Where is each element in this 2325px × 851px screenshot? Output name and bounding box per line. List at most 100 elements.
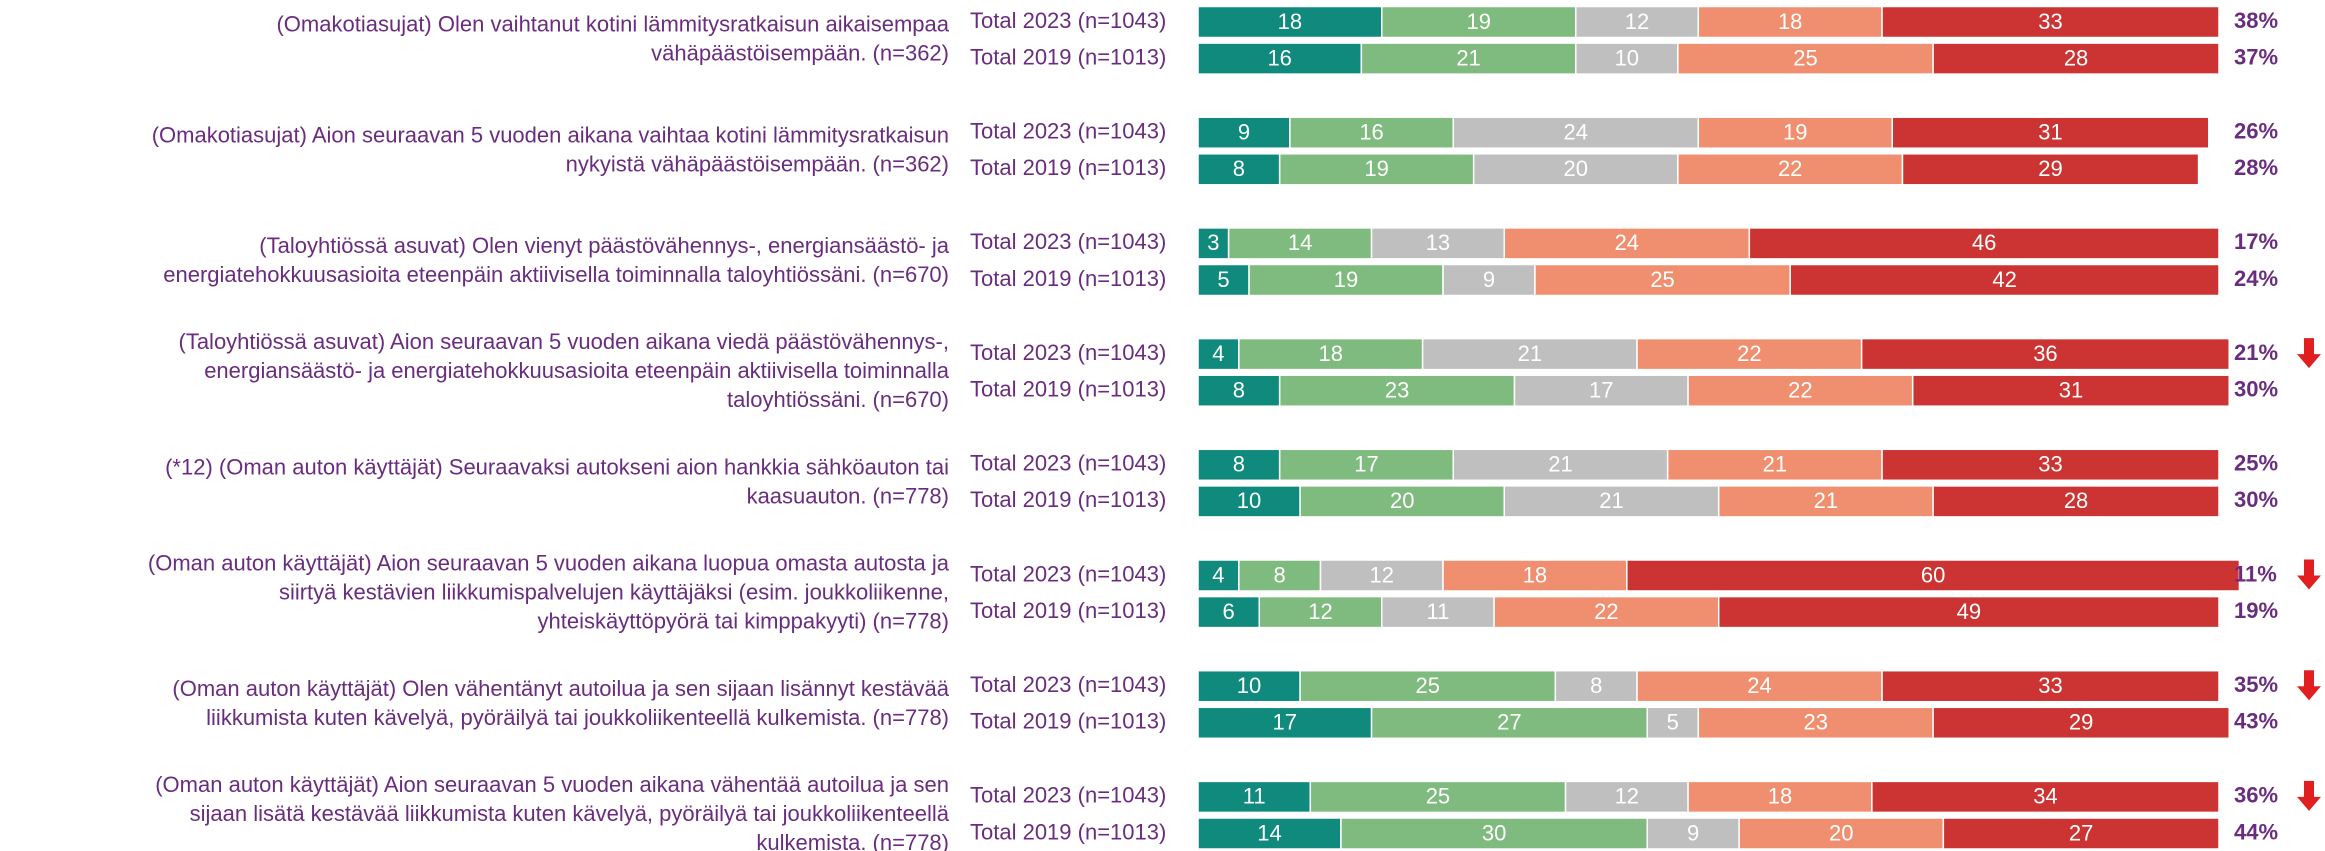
- segment-label: 25: [1793, 45, 1817, 70]
- row-label: Total 2023 (n=1043): [970, 783, 1166, 808]
- question-label: energiatehokkuusasioita eteenpäin aktiiv…: [163, 262, 949, 287]
- segment-label: 29: [2069, 710, 2093, 735]
- segment-label: 23: [1803, 710, 1827, 735]
- bar-segment: [1197, 448, 1281, 482]
- segment-label: 49: [1957, 599, 1981, 624]
- bar-segment: [1748, 227, 2220, 260]
- bar-segment: [1370, 227, 1506, 260]
- segment-label: 33: [2038, 673, 2062, 698]
- decline-arrow: [2297, 338, 2321, 369]
- question-label: kaasuauton. (n=778): [747, 483, 949, 508]
- segment-label: 11: [1427, 599, 1450, 624]
- bar-segment: [1687, 780, 1873, 814]
- bar-segment: [1197, 227, 1230, 260]
- question-label: energiansäästö- ja energiatehokkuusasioi…: [204, 358, 950, 383]
- bar-segment: [1493, 595, 1720, 629]
- segment-label: 4: [1212, 341, 1224, 366]
- bar-segment: [1942, 817, 2220, 850]
- bar-segment: [1575, 5, 1700, 39]
- bar-segment: [1299, 669, 1557, 703]
- row-label: Total 2023 (n=1043): [970, 451, 1166, 476]
- bar-segment: [1932, 42, 2220, 75]
- bar-segment: [1717, 595, 2220, 629]
- bar-segment: [1636, 669, 1883, 703]
- question-label: siirtyä kestävien liikkumispalvelujen kä…: [279, 580, 949, 605]
- segment-label: 3: [1207, 230, 1219, 255]
- bar-segment: [1442, 263, 1536, 297]
- row-label: Total 2019 (n=1013): [970, 819, 1166, 844]
- segment-label: 25: [1426, 784, 1450, 809]
- bar-segment: [1319, 559, 1444, 592]
- total-label: 11%: [2234, 561, 2277, 586]
- row-label: Total 2023 (n=1043): [970, 119, 1166, 144]
- row-label: Total 2019 (n=1013): [970, 266, 1166, 291]
- bar-segment: [1197, 669, 1301, 703]
- bar-segment: [1289, 116, 1455, 149]
- question-label: kulkemista. (n=778): [756, 830, 949, 851]
- bar-segment: [1197, 817, 1342, 850]
- total-label: 35%: [2234, 672, 2278, 697]
- segment-label: 11: [1243, 784, 1266, 809]
- segment-label: 18: [1278, 9, 1302, 34]
- bar-segment: [1227, 227, 1373, 260]
- row-label: Total 2023 (n=1043): [970, 8, 1166, 33]
- bar-segment: [1636, 337, 1863, 371]
- question-label: (*12) (Oman auton käyttäjät) Seuraavaksi…: [165, 454, 949, 479]
- bar-segment: [1677, 42, 1934, 75]
- bar-segment: [1197, 595, 1261, 629]
- bar-segment: [1871, 780, 2220, 814]
- bar-segment: [1911, 374, 2230, 407]
- bar-segment: [1881, 669, 2220, 703]
- bar-segment: [1381, 5, 1577, 39]
- segment-label: 19: [1334, 267, 1358, 292]
- segment-label: 12: [1625, 9, 1649, 34]
- bar-segment: [1717, 485, 1934, 518]
- question-label: sijaan lisätä kestävää liikkumista kuten…: [190, 801, 950, 826]
- row-label: Total 2019 (n=1013): [970, 155, 1166, 180]
- decline-arrow: [2297, 670, 2321, 701]
- segment-label: 22: [1594, 599, 1618, 624]
- bar-segment: [1197, 42, 1363, 75]
- segment-label: 21: [1599, 488, 1623, 513]
- segment-label: 18: [1768, 784, 1792, 809]
- segment-label: 25: [1415, 673, 1439, 698]
- segment-label: 22: [1778, 156, 1802, 181]
- segment-label: 23: [1385, 378, 1409, 403]
- question-label: vähäpäästöisempään. (n=362): [651, 41, 949, 66]
- segment-label: 9: [1483, 267, 1495, 292]
- total-label: 30%: [2234, 487, 2278, 512]
- bar-segment: [1472, 153, 1679, 186]
- segment-label: 25: [1650, 267, 1674, 292]
- question-label: (Taloyhtiössä asuvat) Aion seuraavan 5 v…: [179, 329, 950, 354]
- segment-label: 20: [1390, 488, 1414, 513]
- segment-label: 60: [1921, 562, 1945, 587]
- question-label: liikkumista kuten kävelyä, pyöräilyä tai…: [206, 705, 949, 730]
- question-label: yhteiskäyttöpyörä tai kimppakyyti) (n=77…: [538, 609, 949, 634]
- bar-segment: [1738, 817, 1945, 850]
- segment-label: 17: [1589, 378, 1613, 403]
- bar-segment: [1881, 5, 2220, 39]
- segment-label: 21: [1518, 341, 1542, 366]
- segment-label: 33: [2038, 452, 2062, 477]
- bar-segment: [1646, 706, 1700, 740]
- bar-segment: [1370, 706, 1648, 740]
- bar-segment: [1452, 116, 1700, 149]
- total-label: 44%: [2234, 819, 2278, 844]
- segment-label: 8: [1590, 673, 1602, 698]
- bar-segment: [1197, 153, 1281, 186]
- segment-label: 12: [1308, 599, 1332, 624]
- segment-label: 10: [1237, 488, 1261, 513]
- segment-label: 31: [2059, 378, 2083, 403]
- bar-segment: [1564, 780, 1689, 814]
- segment-label: 18: [1778, 9, 1802, 34]
- question-label: (Taloyhtiössä asuvat) Olen vienyt päästö…: [259, 233, 949, 258]
- row-label: Total 2019 (n=1013): [970, 377, 1166, 402]
- bar-segment: [1278, 448, 1455, 482]
- row-label: Total 2023 (n=1043): [970, 229, 1166, 254]
- segment-label: 19: [1783, 120, 1807, 145]
- segment-label: 17: [1273, 710, 1297, 735]
- total-label: 17%: [2234, 229, 2278, 254]
- bar-segment: [1278, 374, 1516, 407]
- total-label: 24%: [2234, 266, 2278, 291]
- bar-segment: [1442, 559, 1628, 592]
